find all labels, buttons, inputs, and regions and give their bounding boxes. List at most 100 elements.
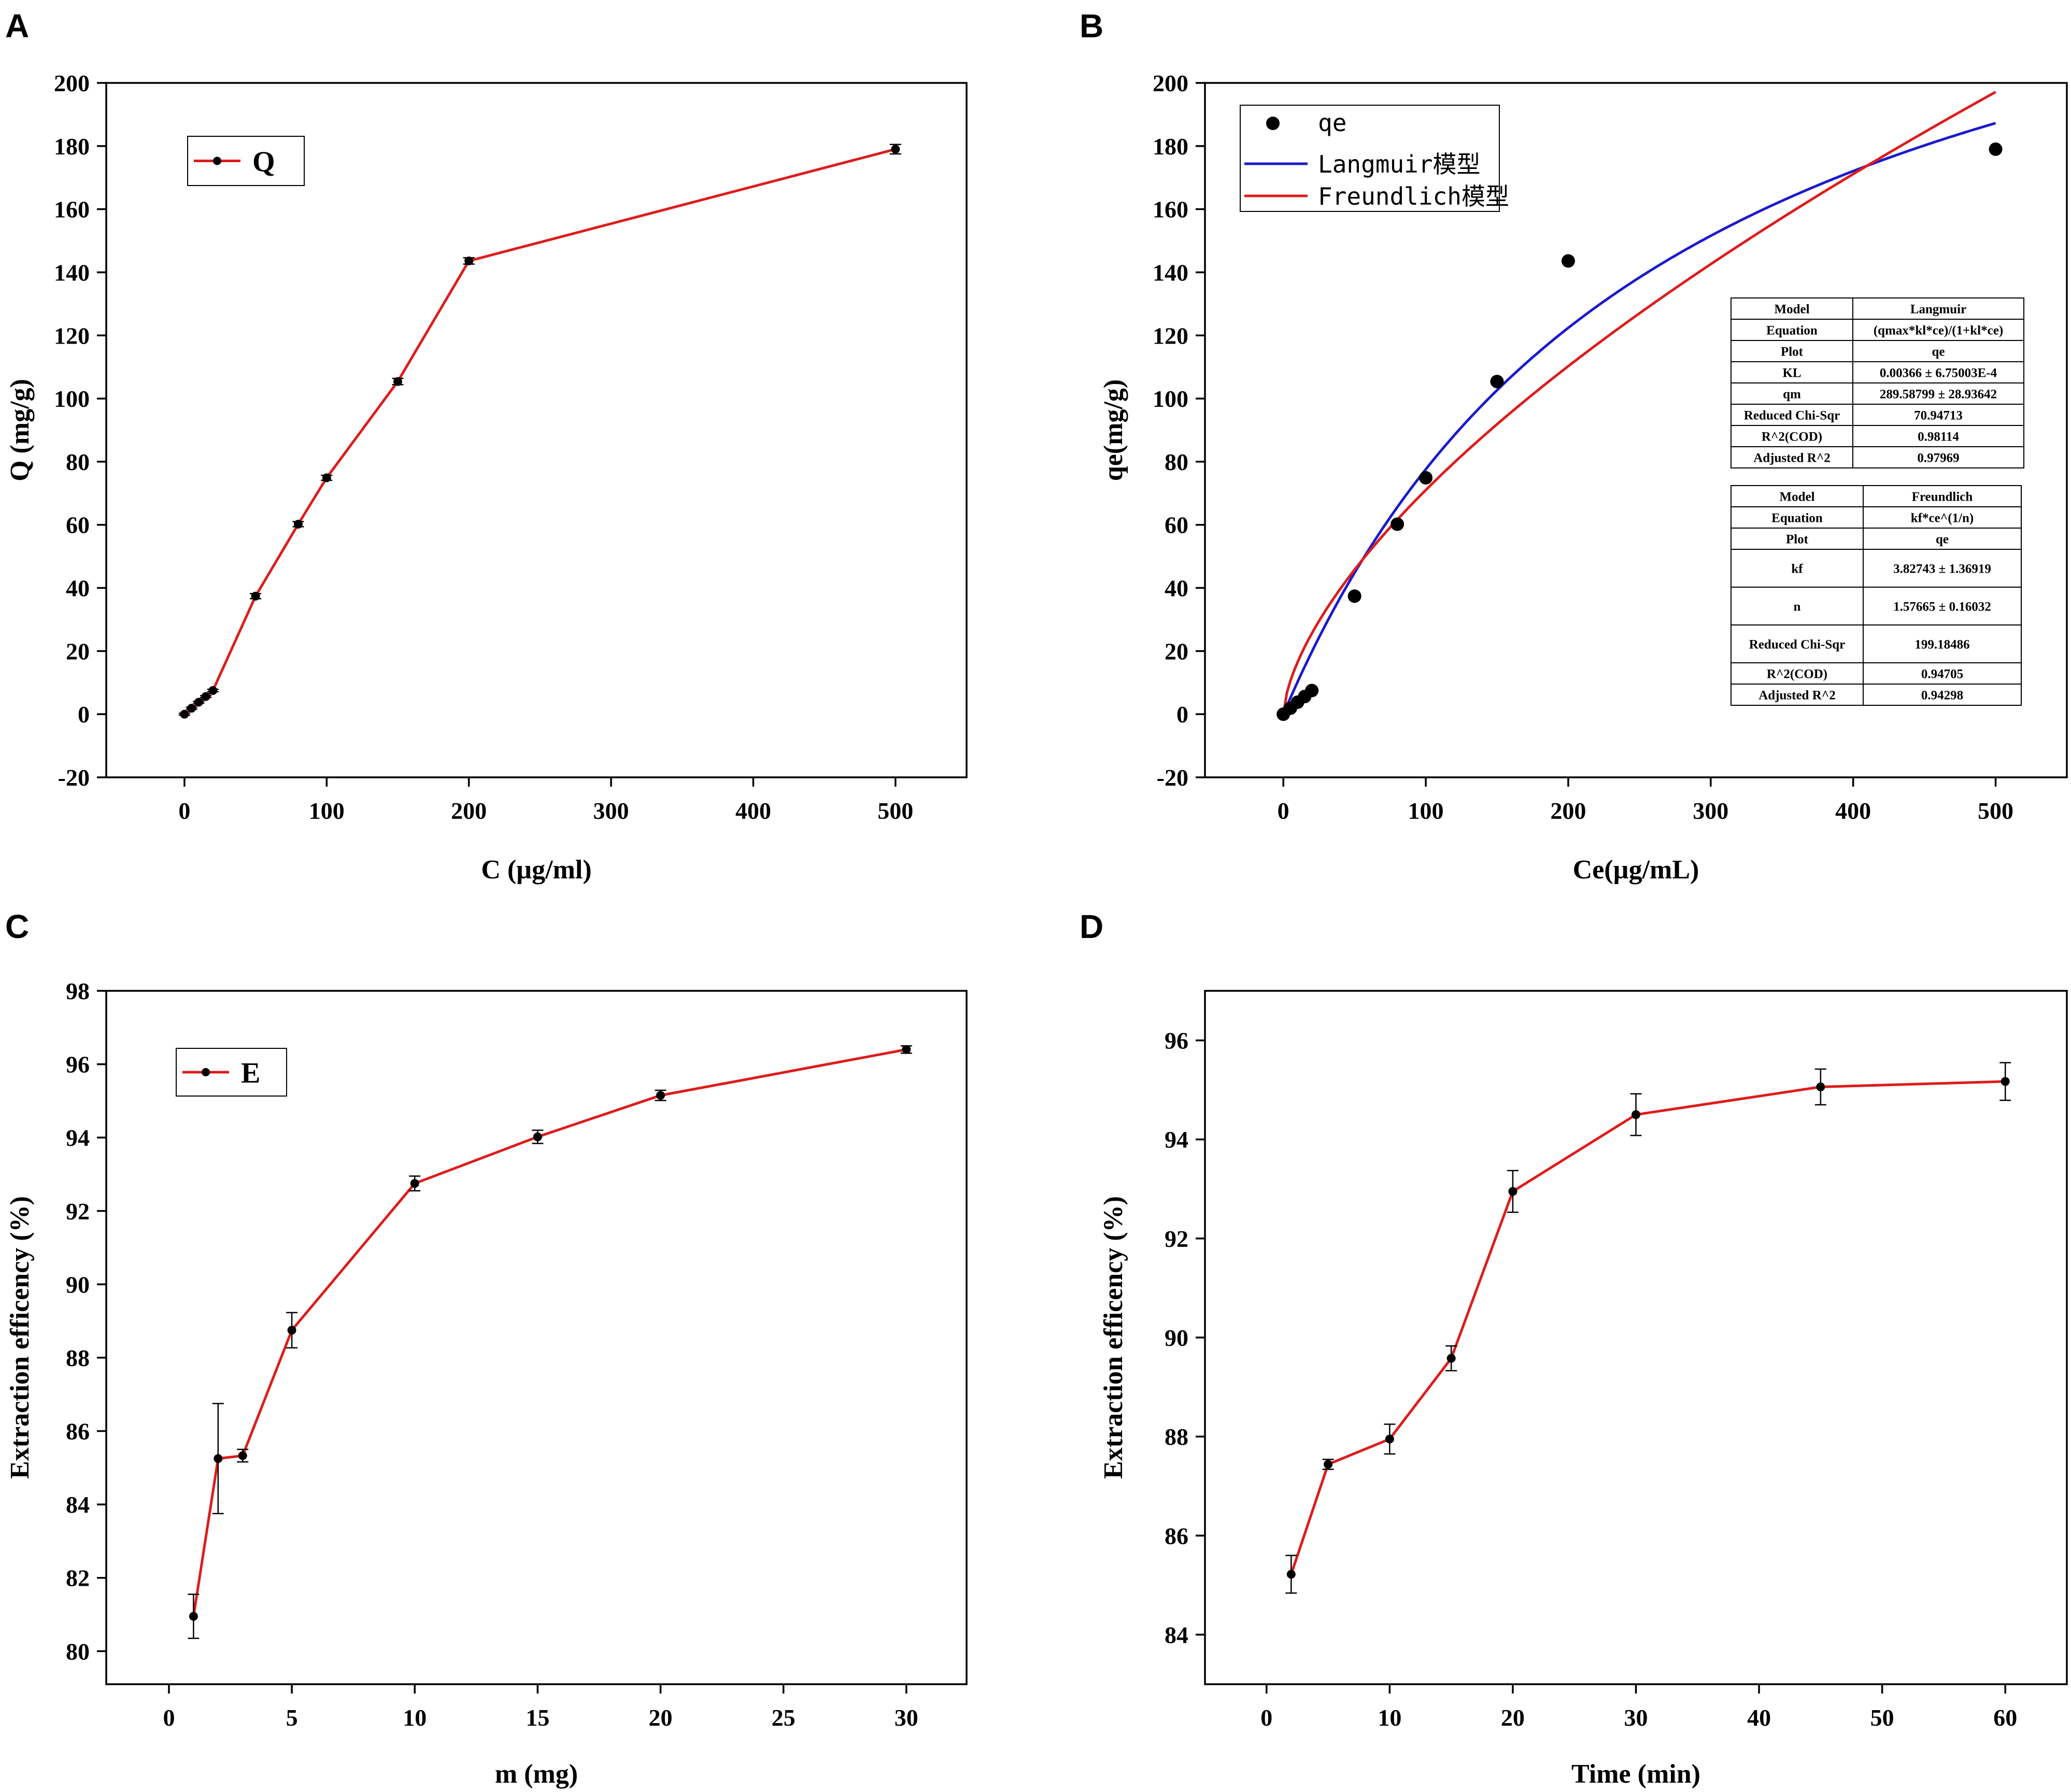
y-tick-label: 60 [1165,512,1188,538]
qe-point [1305,684,1319,698]
table-cell-label: Model [1774,303,1809,317]
y-tick-label: 140 [1153,259,1188,286]
table-cell-value: 0.00366 ± 6.75003E-4 [1880,366,1997,380]
y-tick-label: -20 [58,764,90,791]
y-tick-label: 84 [66,1491,90,1518]
y-tick-label: 100 [1153,386,1188,412]
table-cell-value: 0.94298 [1921,689,1963,703]
x-tick-label: 200 [1550,798,1586,824]
y-axis-title: Extraction efficency (%) [1099,1196,1128,1479]
table-cell-label: Adjusted R^2 [1753,451,1831,465]
data-point [2001,1077,2010,1086]
y-tick-label: 80 [66,1638,90,1665]
table-cell-value: 70.94713 [1914,409,1963,423]
x-tick-label: 100 [1408,798,1444,824]
x-tick-label: 400 [735,798,771,824]
y-tick-label: 100 [54,386,90,412]
legend-box [1240,105,1500,212]
data-point [251,591,260,601]
data-point [214,1454,223,1463]
qe-point [1419,471,1433,485]
table-cell-label: Model [1779,490,1814,504]
y-tick-label: 82 [66,1565,90,1591]
data-point [1286,1570,1296,1579]
langmuir-fit-curve [1282,122,1996,715]
x-tick-label: 30 [895,1704,918,1731]
table-cell-value: Freundlich [1912,490,1973,504]
y-tick-label: 86 [66,1418,90,1445]
y-tick-label: 96 [66,1051,90,1078]
y-tick-label: 160 [1153,196,1188,223]
data-point [187,704,196,713]
qe-point [1391,517,1405,531]
table-cell-value: 1.57665 ± 0.16032 [1893,600,1991,614]
y-tick-label: 80 [1165,449,1188,475]
legend-marker-swatch [202,1068,210,1076]
y-tick-label: 20 [66,638,90,664]
y-tick-label: 180 [1153,133,1188,160]
table-cell-label: Reduced Chi-Sqr [1749,638,1845,652]
table-cell-value: (qmax*kl*ce)/(1+kl*ce) [1874,324,2003,338]
table-cell-label: Plot [1781,345,1804,359]
x-axis-title: Ce(µg/mL) [1573,855,1699,885]
x-tick-label: 60 [1993,1704,2017,1731]
fit-table: Model Langmuir Equation (qmax*kl*ce)/(1+kl*… [1730,297,2024,468]
x-tick-label: 0 [1278,798,1289,824]
x-tick-label: 100 [309,798,345,824]
table-cell-label: Plot [1786,533,1809,547]
x-tick-label: 5 [286,1704,298,1731]
y-tick-label: 96 [1165,1028,1188,1054]
table-cell-value: 289.58799 ± 28.93642 [1880,388,1997,402]
series-line [1289,1080,2006,1575]
freundlich-fit-curve [1282,91,1996,715]
x-tick-label: 300 [1693,798,1728,824]
data-point [1508,1187,1517,1196]
data-point [464,257,474,266]
x-tick-label: 400 [1835,798,1871,824]
y-tick-label: 86 [1165,1523,1188,1549]
data-point [1324,1460,1333,1469]
y-axis-title: qe(mg/g) [1099,379,1128,481]
x-tick-label: 10 [1378,1704,1401,1731]
y-tick-label: 98 [66,978,90,1004]
y-tick-label: 20 [1165,638,1188,664]
data-point [208,686,218,695]
x-tick-label: 0 [163,1704,175,1731]
y-tick-label: 200 [1153,70,1188,96]
x-tick-label: 30 [1624,1704,1648,1731]
x-tick-label: 300 [593,798,629,824]
plot-frame [1204,82,2068,778]
panel-letter: A [5,7,29,45]
table-frame [1730,485,2022,706]
table-cell-label: qm [1783,388,1801,402]
x-tick-label: 0 [1260,1704,1272,1731]
table-cell-label: n [1794,600,1801,614]
y-tick-label: 160 [54,196,90,223]
y-tick-label: 0 [78,701,90,728]
x-tick-label: 50 [1870,1704,1894,1731]
qe-point [1989,142,2003,156]
data-point [293,520,303,529]
data-point [393,377,402,386]
y-tick-label: 40 [1165,575,1188,602]
y-tick-label: 90 [1165,1325,1188,1351]
data-point [891,145,900,154]
data-point [194,698,203,707]
y-tick-label: 84 [1165,1622,1188,1648]
table-cell-value: Langmuir [1910,303,1966,317]
table-cell-label: Adjusted R^2 [1758,689,1836,703]
qe-point [1347,589,1361,603]
x-tick-label: 500 [877,798,913,824]
panel-letter: C [5,908,29,945]
table-cell-value: qe [1932,345,1945,359]
table-cell-value: 0.98114 [1918,430,1959,444]
data-point [1632,1110,1640,1119]
data-point [902,1045,911,1054]
legend-label-freundlich: Freundlich模型 [1318,182,1509,210]
y-tick-label: 120 [1153,322,1188,349]
x-axis-title: Time (min) [1571,1759,1700,1789]
legend-label: E [241,1057,260,1089]
y-tick-label: -20 [1157,764,1188,791]
